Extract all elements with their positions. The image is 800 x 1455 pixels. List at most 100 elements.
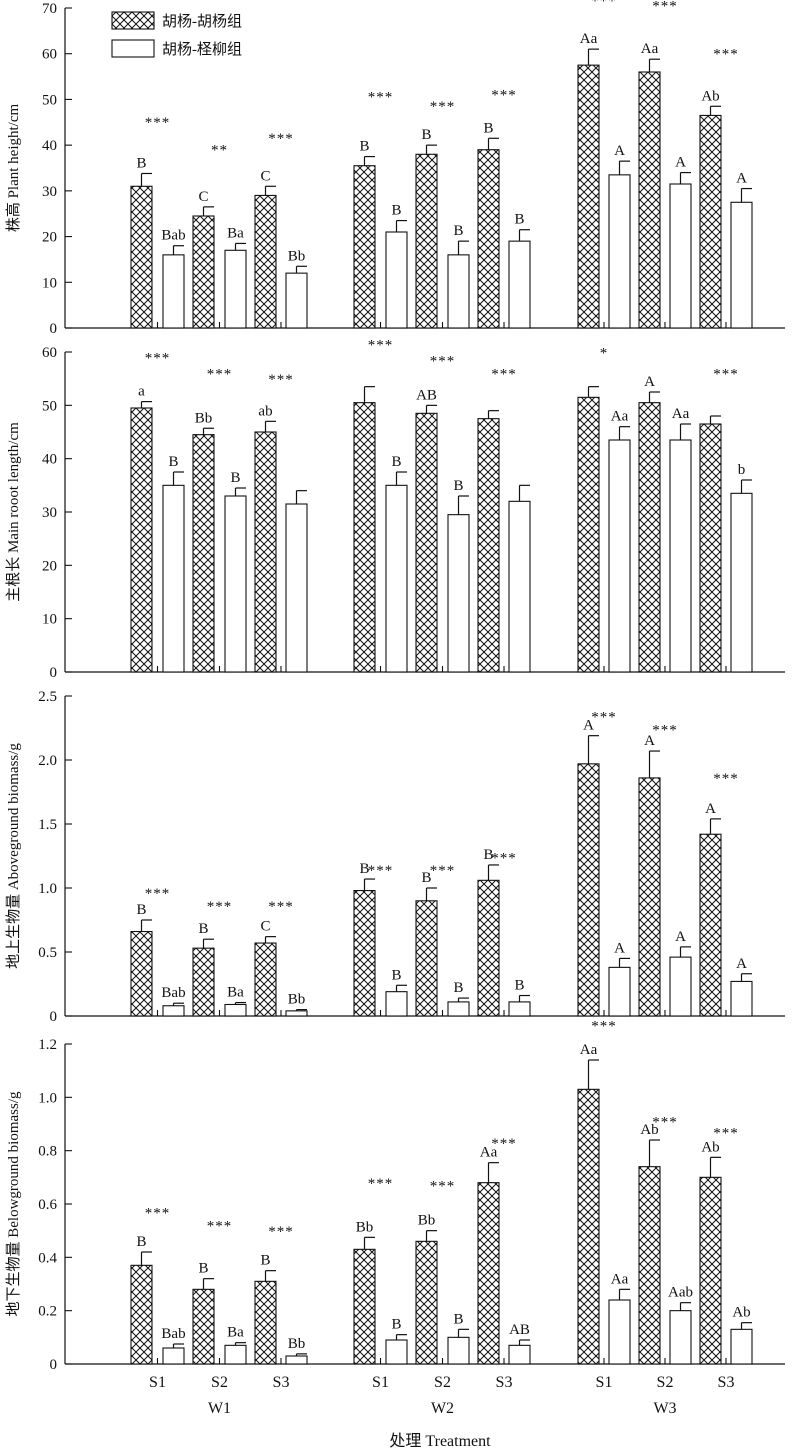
significance-letter: A [736,956,747,972]
bar-hupyang-chengliu [447,254,470,329]
bar-hupyang-chengliu [162,484,185,673]
bar-hupyang-chengliu [447,1336,470,1365]
bar-hupyang-hupyang [577,64,600,329]
significance-letter: B [136,155,146,171]
y-tick-label: 0.4 [38,1250,57,1266]
panel-2: 0 10 20 30 40 50 60 主根长 Main rooot length/cm a Bb… [5,337,785,681]
y-axis-title: 株高 Plant height/cm [5,104,22,233]
significance-letter: Aa [611,409,629,425]
bar-hupyang-hupyang [699,1176,722,1365]
significance-letter: B [230,470,240,486]
y-tick-label: 0 [50,321,58,337]
legend-swatch-hatched [111,11,155,30]
significance-stars: *** [207,367,233,383]
significance-letter: Aa [641,41,659,57]
bar-hupyang-hupyang [130,930,153,1017]
bar-hupyang-chengliu [730,201,753,329]
y-tick-label: 2.0 [38,753,57,769]
bar-hupyang-chengliu [385,231,408,329]
group-label: W3 [653,1400,676,1417]
y-tick-label: 0 [50,665,58,681]
y-axis-title: 地上生物量 Aboveground biomass/g [5,743,22,969]
bar-hupyang-hupyang [638,777,661,1017]
bar-hupyang-hupyang [415,153,438,329]
x-tick-label: S1 [596,1374,613,1391]
bar-hupyang-chengliu [508,1344,531,1365]
legend-label-hatched: 胡杨-胡杨组 [162,13,242,30]
y-tick-label: 1.2 [38,1037,57,1053]
significance-letter: Ba [227,225,244,241]
bar-hupyang-chengliu [608,966,631,1017]
significance-letter: A [614,940,625,956]
bar-hupyang-chengliu [285,272,308,329]
bar-hupyang-chengliu [669,1310,692,1365]
y-tick-label: 20 [42,558,57,574]
significance-stars: *** [145,886,171,902]
x-tick-label: S1 [149,1374,166,1391]
bar-hupyang-hupyang [353,1248,376,1365]
significance-letter: B [421,870,431,886]
significance-stars: *** [652,1115,678,1131]
bar-hupyang-hupyang [577,763,600,1017]
significance-letter: B [453,1311,463,1327]
significance-stars: *** [491,367,517,383]
significance-stars: *** [430,1179,456,1195]
significance-letter: A [583,718,594,734]
bar-hupyang-hupyang [477,418,500,673]
group-label: W1 [208,1400,231,1417]
bar-hupyang-chengliu [285,503,308,673]
y-tick-label: 30 [42,505,57,521]
y-tick-label: 40 [42,138,57,154]
bar-hupyang-hupyang [638,1166,661,1365]
significance-letter: B [136,1234,146,1250]
significance-letter: Ba [227,1325,244,1341]
significance-letter: A [675,155,686,171]
significance-letter: ab [258,403,272,419]
bar-hupyang-hupyang [353,402,376,673]
panel-4: 0 0.2 0.4 0.6 0.8 1.0 1.2 地下生物量 Belowground bio… [5,1019,785,1373]
significance-stars: *** [268,372,294,388]
y-axis-title: 地下生物量 Belowground biomass/g [5,1091,22,1316]
significance-letter: B [391,967,401,983]
significance-letter: Aa [480,1145,498,1161]
bar-hupyang-chengliu [162,254,185,329]
significance-stars: *** [430,99,456,115]
bar-hupyang-hupyang [353,890,376,1017]
bar-hupyang-hupyang [353,165,376,329]
significance-stars: * [600,345,609,361]
bar-hupyang-hupyang [130,185,153,329]
significance-letter: B [359,139,369,155]
bar-hupyang-chengliu [385,991,408,1017]
significance-letter: C [260,168,270,184]
significance-stars: *** [145,115,171,131]
significance-letter: Bab [161,985,185,1001]
bar-hupyang-chengliu [224,249,247,329]
bar-hupyang-hupyang [638,71,661,329]
significance-letter: Bb [418,1213,436,1229]
bar-hupyang-hupyang [577,396,600,673]
x-axis-title: 处理 Treatment [389,1432,491,1450]
legend-swatch-open [111,39,155,58]
x-tick-label: S2 [434,1374,451,1391]
panel-3: 0 0.5 1.0 1.5 2.0 2.5 地上生物量 Aboveground biomas… [5,689,785,1025]
significance-letter: Aa [580,31,598,47]
significance-stars: *** [713,771,739,787]
bar-hupyang-chengliu [608,174,631,329]
significance-letter: Bab [161,1326,185,1342]
significance-stars: *** [713,46,739,62]
significance-letter: Aab [668,1285,693,1301]
significance-letter: B [136,902,146,918]
bar-hupyang-chengliu [224,1344,247,1365]
y-tick-label: 0.8 [38,1144,57,1160]
significance-stars: *** [207,899,233,915]
significance-stars: *** [368,863,394,879]
y-tick-label: 30 [42,184,57,200]
significance-stars: ** [211,142,228,158]
y-tick-label: 60 [42,345,57,361]
significance-letter: b [738,462,746,478]
bar-hupyang-chengliu [285,1355,308,1365]
significance-stars: *** [268,899,294,915]
significance-stars: *** [145,1205,171,1221]
y-tick-label: 10 [42,275,57,291]
y-tick-label: 0 [50,1009,58,1025]
